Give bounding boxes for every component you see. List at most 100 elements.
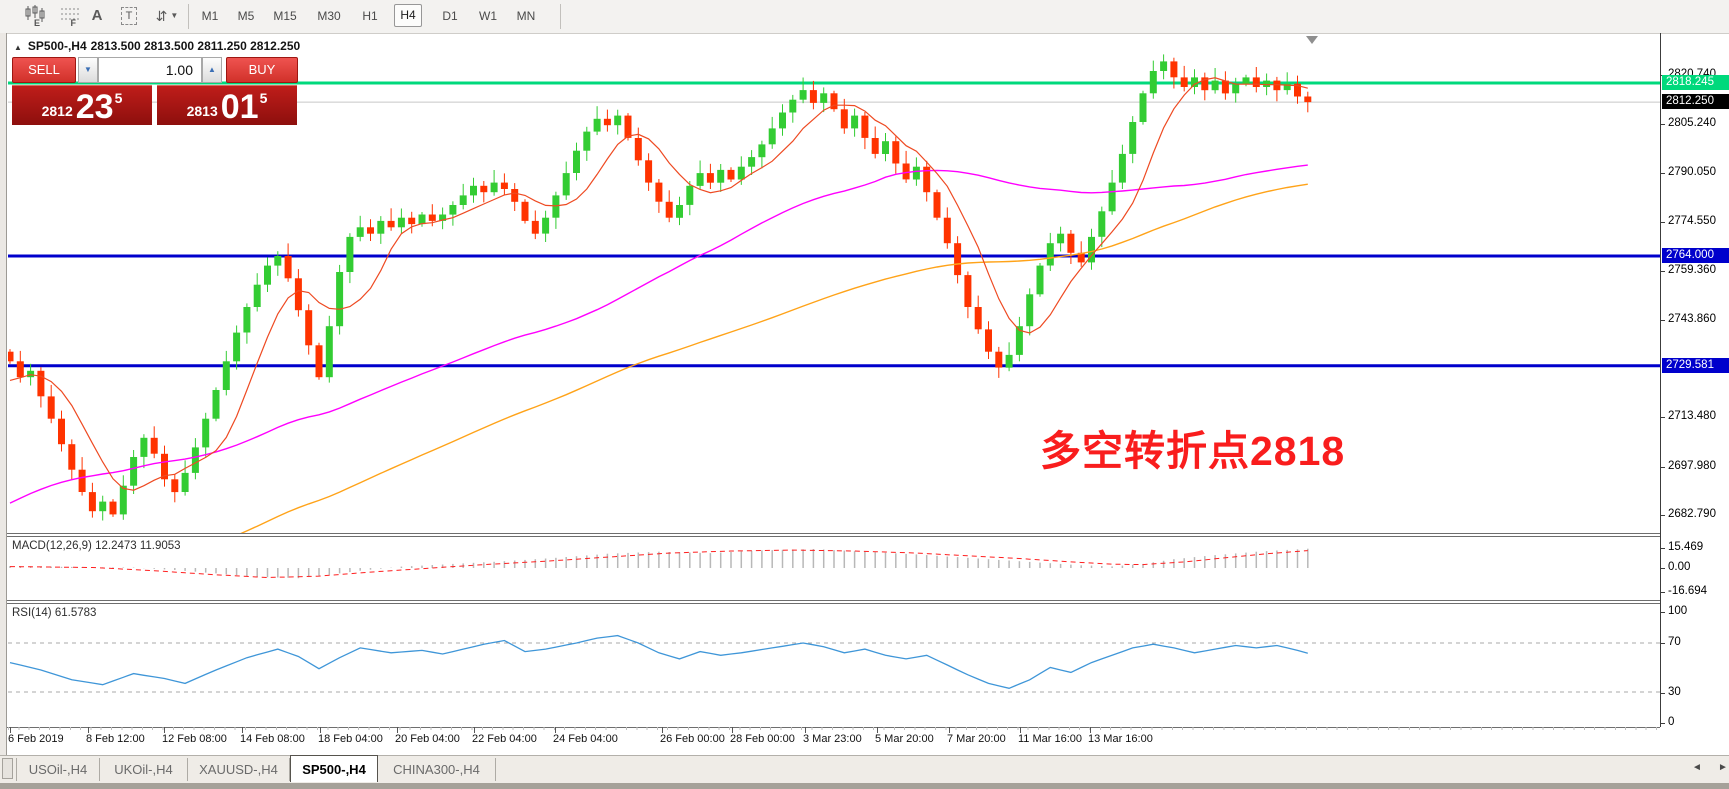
timeframe-button-w1[interactable]: W1 [479,9,497,23]
price-axis-border [1660,33,1661,727]
time-axis-major-tick [877,727,878,733]
timeframe-button-h4[interactable]: H4 [394,4,422,27]
timeframe-button-m15[interactable]: M15 [273,9,297,23]
chart-shift-marker[interactable] [1306,36,1318,44]
macd-scale-label: 0.00 [1668,561,1691,573]
time-axis-label: 7 Mar 20:00 [947,733,1006,745]
price-axis-badge: 2812.250 [1662,94,1729,110]
price-axis-label: 2759.360 [1668,263,1716,276]
time-axis-major-tick [805,727,806,733]
time-axis-major-tick [474,727,475,733]
price-axis-badge: 2764.000 [1662,248,1729,263]
time-axis-label: 3 Mar 23:00 [803,733,862,745]
tab-usoil-h4[interactable]: USOil-,H4 [16,758,100,781]
tab-sp500-h4[interactable]: SP500-,H4 [290,755,378,782]
macd-scale-label: 15.469 [1668,541,1704,553]
tab-ukoil-h4[interactable]: UKOil-,H4 [100,758,188,781]
time-axis-label: 14 Feb 08:00 [240,733,305,745]
text-label-icon[interactable]: A [91,7,103,24]
timeframe-button-d1[interactable]: D1 [442,9,458,23]
time-axis-major-tick [1090,727,1091,733]
volume-up-button[interactable]: ▲ [202,57,222,83]
timeframe-button-m5[interactable]: M5 [237,9,255,23]
time-axis-major-tick [949,727,950,733]
rsi-value: 61.5783 [54,607,97,619]
time-axis-label: 8 Feb 12:00 [86,733,145,745]
price-axis-tick [1660,124,1665,126]
time-axis-major-tick [10,727,11,733]
rsi-scale-tick [1660,612,1665,613]
arrange-symbols-icon[interactable]: ⇵ ▼ [150,4,184,28]
candlestick-glyph [25,5,45,22]
timeframe-button-h1[interactable]: H1 [362,9,378,23]
sell-button[interactable]: SELL [12,57,76,83]
rsi-panel-canvas[interactable] [8,604,1660,727]
price-axis-tick [1660,320,1665,322]
rsi-scale-label: 100 [1668,605,1688,617]
panel-divider[interactable] [7,533,1660,534]
chart-symbol: SP500-,H4 [27,39,87,53]
tab-scroll-corner-button[interactable] [2,758,13,779]
time-axis-label: 28 Feb 00:00 [730,733,795,745]
time-axis-label: 12 Feb 08:00 [162,733,227,745]
time-axis-major-tick [1020,727,1021,733]
tab-xauusd-h4[interactable]: XAUUSD-,H4 [188,758,290,781]
tab-scroll-right-icon[interactable]: ► [1718,762,1728,773]
candles [8,54,1312,521]
text-box-t: T [120,7,138,25]
tab-china300-h4[interactable]: CHINA300-,H4 [378,758,496,781]
price-axis-tick [1660,172,1665,174]
chart-window-icon[interactable]: E [10,4,45,28]
buy-price-small: 2813 [186,103,218,119]
rsi-scale-label: 30 [1668,686,1681,698]
macd-values: 12.2473 11.9053 [95,540,181,552]
timeframe-button-m1[interactable]: M1 [201,9,219,23]
macd-scale-tick [1660,592,1665,593]
grid-glyph [61,8,81,20]
panel-divider[interactable] [7,600,1660,601]
macd-label: MACD(12,26,9) 12.2473 11.9053 [12,540,181,552]
buy-button[interactable]: BUY [226,57,298,83]
toolbar-separator [560,4,561,29]
tab-scroll-left-icon[interactable]: ◄ [1692,762,1702,773]
time-axis-major-tick [164,727,165,733]
macd-scale-label: -16.694 [1668,585,1708,597]
chart-e-label: E [33,18,40,28]
sell-price-small: 2812 [41,103,73,119]
cycle-glyph: ⇵ [155,8,168,24]
macd-title: MACD(12,26,9) [12,540,92,552]
price-axis-label: 2774.550 [1668,215,1716,228]
timeframe-button-m30[interactable]: M30 [317,9,341,23]
timeframe-button-mn[interactable]: MN [516,9,536,23]
rsi-label: RSI(14) 61.5783 [12,607,96,619]
time-axis-major-tick [88,727,89,733]
price-axis-tick [1660,270,1665,272]
rsi-line [9,634,1308,689]
price-axis-tick [1660,222,1665,224]
status-strip [0,783,1729,789]
toolbar-separator [188,4,189,29]
buy-price-display[interactable]: 2813 01 5 [157,85,297,125]
grid-f-label: F [70,18,77,28]
price-axis-tick [1660,417,1665,419]
grid-icon[interactable]: F [46,4,81,28]
time-axis-label: 24 Feb 04:00 [553,733,618,745]
ma-fast-line [9,77,1308,491]
caret-down-icon: ▼ [170,11,179,20]
text-box-icon[interactable]: T [116,4,142,28]
macd-panel-canvas[interactable] [8,537,1660,600]
rsi-title: RSI(14) [12,607,52,619]
time-axis-label: 22 Feb 04:00 [472,733,537,745]
collapse-panel-icon[interactable]: ▲ [14,43,22,52]
volume-down-button[interactable]: ▼ [78,57,98,83]
chart-title: ▲ SP500-,H4 2813.500 2813.500 2811.250 281… [14,39,304,53]
volume-input[interactable]: 1.00 [98,57,202,83]
chart-annotation-text: 多空转折点2818 [1040,428,1346,474]
ma-mid-line [9,164,1308,504]
ma-slow-line [240,183,1308,533]
price-axis-badge: 2729.581 [1662,357,1729,373]
toolbar: E F A T ⇵ ▼ M1 M5 M15 M30 H1 H4 D1 W1 MN [0,0,1729,34]
sell-price-display[interactable]: 2812 23 5 [12,85,152,125]
time-axis-major-tick [732,727,733,733]
